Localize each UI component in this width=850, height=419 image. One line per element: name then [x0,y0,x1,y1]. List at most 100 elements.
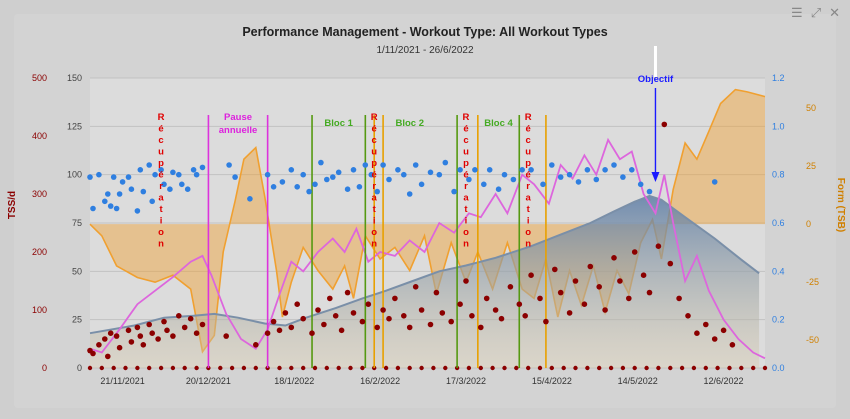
tss-zero-point [597,365,602,371]
if-point [167,186,173,192]
objectif-arrow-head [651,172,660,182]
x-axis-tick: 15/4/2022 [532,376,572,386]
tss-zero-point [573,365,578,371]
tss-point [685,313,691,319]
if-point [140,188,147,195]
tss-point [587,263,594,270]
tss-point [640,272,647,279]
x-axis-tick: 17/3/2022 [446,376,486,386]
tss-point [288,324,295,331]
tss-zero-point [514,365,519,371]
if-point [90,205,96,212]
if-point [152,171,158,178]
tss-point [380,307,386,313]
tss-zero-point [431,365,436,371]
tss-point [528,272,534,279]
if-point [368,171,375,178]
tss-point [694,330,700,337]
tss-point [386,315,392,322]
tss-point [543,318,549,325]
tss-point [161,318,167,325]
if-point [575,179,582,185]
tss-point [116,344,123,351]
tss-zero-point [360,365,365,371]
tss-zero-point [87,365,93,371]
if-point [510,176,517,183]
tss-zero-point [620,365,626,371]
tss-point [522,313,528,319]
tss-zero-point [691,365,697,371]
if-point [611,162,617,168]
if-point [711,179,718,185]
tss-point [332,313,339,319]
close-icon[interactable]: ✕ [829,5,840,20]
if-point [247,196,253,202]
if-point [395,167,401,173]
tss-point [418,307,425,313]
if-point [412,162,419,168]
tss-zero-point [336,365,341,371]
tss-axis-tick: 400 [32,131,47,141]
if-point [264,171,271,178]
tss-zero-point [182,365,187,371]
if-axis-tick: 0.4 [772,266,785,276]
tss-point [181,324,188,331]
if-point [232,174,238,180]
tss-point [655,243,662,249]
tss-point [321,321,327,328]
atl-line [89,137,766,360]
tss-point [276,327,283,334]
tss-point [552,266,558,273]
hamburger-icon[interactable]: ☰ [791,5,803,20]
if-point [119,179,126,185]
if-point [149,198,155,205]
if-point [566,171,573,178]
tss-axis-tick: 100 [32,305,47,315]
x-axis-tick: 20/12/2021 [186,376,231,386]
tss-zero-point [301,365,306,371]
if-axis-tick: 0.2 [772,315,785,325]
if-point [344,186,351,192]
chart-title: Performance Management - Workout Type: A… [242,25,608,39]
tss-zero-point [561,365,566,371]
tss-zero-point [158,365,164,371]
tss-zero-point [478,365,483,371]
tss-point [457,301,463,308]
chart-subtitle: 1/11/2021 - 26/6/2022 [376,45,474,56]
tss-point [102,336,108,342]
tss-point [350,310,357,316]
if-axis-tick: 1.0 [772,121,785,131]
tss-point [309,330,315,337]
ctl-axis-tick: 150 [67,73,82,83]
if-point [602,167,608,173]
if-point [102,198,108,205]
tss-point [572,278,579,284]
tss-zero-point [466,365,472,371]
ctl-area [90,195,760,368]
form-axis-tick: 25 [806,161,816,171]
ctl-axis-tick: 100 [67,170,82,180]
if-axis-tick: 0.0 [772,363,785,373]
tss-zero-point [324,365,329,371]
if-point [226,162,232,168]
tss-zero-point [419,365,424,371]
tss-point [96,342,102,348]
tss-point [282,310,289,316]
tss-point [507,284,514,290]
tss-point [359,318,366,325]
if-point [170,169,176,176]
tss-point [90,350,96,357]
tss-point [105,353,111,360]
tss-point [170,333,176,339]
if-point [116,191,123,197]
tss-point [483,295,490,302]
tss-point [176,313,182,319]
tss-zero-point [253,365,258,371]
expand-icon[interactable]: ⤢ [810,5,822,20]
tss-point [264,330,271,337]
tss-axis-tick: 0 [42,363,47,373]
annotation-label-pause: annuelle [219,125,258,136]
tss-zero-point [490,365,495,371]
tss-zero-point [727,365,732,371]
